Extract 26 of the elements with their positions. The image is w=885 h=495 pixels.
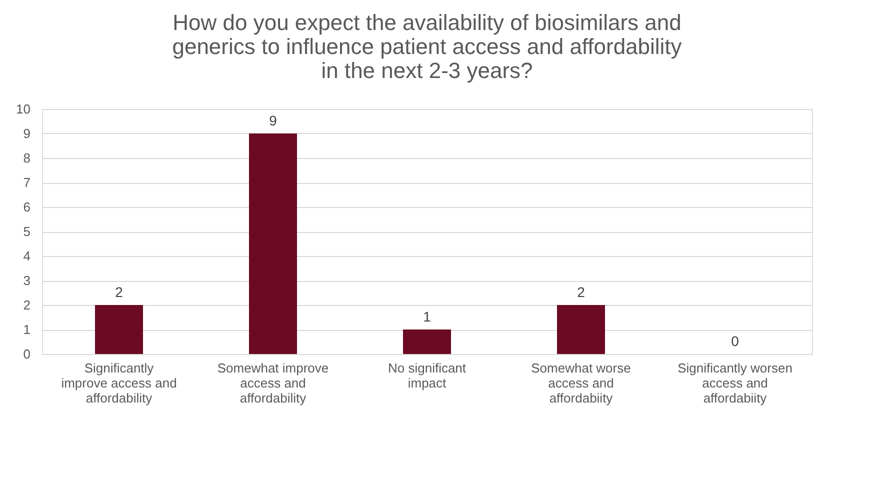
bar — [403, 330, 451, 354]
x-tick-label: Significantly improve access and affordability — [61, 360, 177, 406]
y-tick-label: 6 — [23, 200, 30, 214]
y-tick-label: 0 — [23, 346, 30, 362]
bar — [95, 305, 143, 354]
x-tick-label: Somewhat worse access and affordabiity — [531, 360, 631, 406]
y-tick-label: 4 — [23, 248, 30, 264]
x-tick-label: Significantly worsen access and affordabiity — [678, 360, 792, 406]
y-tick-label: 3 — [23, 273, 30, 288]
data-label: 2 — [577, 284, 586, 300]
y-tick-label: 1 — [23, 322, 30, 337]
x-tick-label: No significant impact — [388, 360, 466, 390]
data-label: 1 — [423, 308, 432, 324]
chart-title: How do you expect the availability of biosimilars and generics to influence patient access and affordability in the next 2-3 years? — [172, 10, 682, 83]
data-label: 0 — [731, 333, 740, 349]
data-label: 9 — [269, 112, 278, 128]
y-tick-label: 5 — [23, 224, 30, 239]
bar — [249, 134, 297, 354]
x-tick-label: Somewhat improve access and affordability — [217, 360, 329, 406]
y-tick-label: 9 — [23, 126, 30, 141]
y-tick-label: 7 — [23, 175, 30, 190]
y-tick-label: 10 — [16, 102, 30, 116]
bar — [557, 305, 605, 354]
data-label: 2 — [115, 284, 124, 300]
y-tick-label: 8 — [23, 150, 30, 166]
y-tick-label: 2 — [23, 298, 30, 312]
